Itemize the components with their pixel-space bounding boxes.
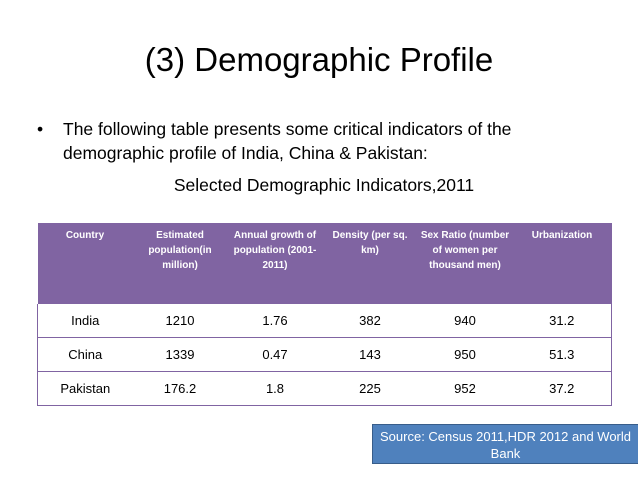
table-row: China 1339 0.47 143 950 51.3 xyxy=(37,337,612,372)
cell-sex-ratio: 940 xyxy=(417,304,513,338)
header-growth: Annual growth of population (2001-2011) xyxy=(227,223,323,304)
demographic-table: Country Estimated population(in million)… xyxy=(37,223,612,406)
bullet-text: The following table presents some critic… xyxy=(63,119,512,163)
cell-density: 382 xyxy=(322,304,418,338)
cell-growth: 1.76 xyxy=(227,304,323,338)
header-urbanization: Urbanization xyxy=(512,223,612,304)
table-row: India 1210 1.76 382 940 31.2 xyxy=(37,304,612,338)
cell-sex-ratio: 952 xyxy=(417,371,513,406)
cell-urbanization: 51.3 xyxy=(512,337,612,372)
cell-urbanization: 37.2 xyxy=(512,371,612,406)
bullet-item: • The following table presents some crit… xyxy=(37,117,597,165)
header-population: Estimated population(in million) xyxy=(132,223,228,304)
cell-density: 143 xyxy=(322,337,418,372)
slide-title: (3) Demographic Profile xyxy=(144,41,494,78)
table-row: Pakistan 176.2 1.8 225 952 37.2 xyxy=(37,371,612,406)
cell-country: China xyxy=(37,337,133,372)
cell-urbanization: 31.2 xyxy=(512,304,612,338)
cell-density: 225 xyxy=(322,371,418,406)
cell-growth: 1.8 xyxy=(227,371,323,406)
cell-sex-ratio: 950 xyxy=(417,337,513,372)
source-note: Source: Census 2011,HDR 2012 and World B… xyxy=(372,424,638,464)
header-density: Density (per sq. km) xyxy=(322,223,418,304)
table-header-row: Country Estimated population(in million)… xyxy=(37,223,612,304)
bullet-icon: • xyxy=(37,119,44,139)
cell-population: 1210 xyxy=(132,304,228,338)
cell-population: 176.2 xyxy=(132,371,228,406)
table-caption: Selected Demographic Indicators,2011 xyxy=(173,175,475,195)
cell-country: India xyxy=(37,304,133,338)
cell-country: Pakistan xyxy=(37,371,133,406)
cell-population: 1339 xyxy=(132,337,228,372)
header-sex-ratio: Sex Ratio (number of women per thousand … xyxy=(417,223,513,304)
cell-growth: 0.47 xyxy=(227,337,323,372)
header-country: Country xyxy=(37,223,133,304)
